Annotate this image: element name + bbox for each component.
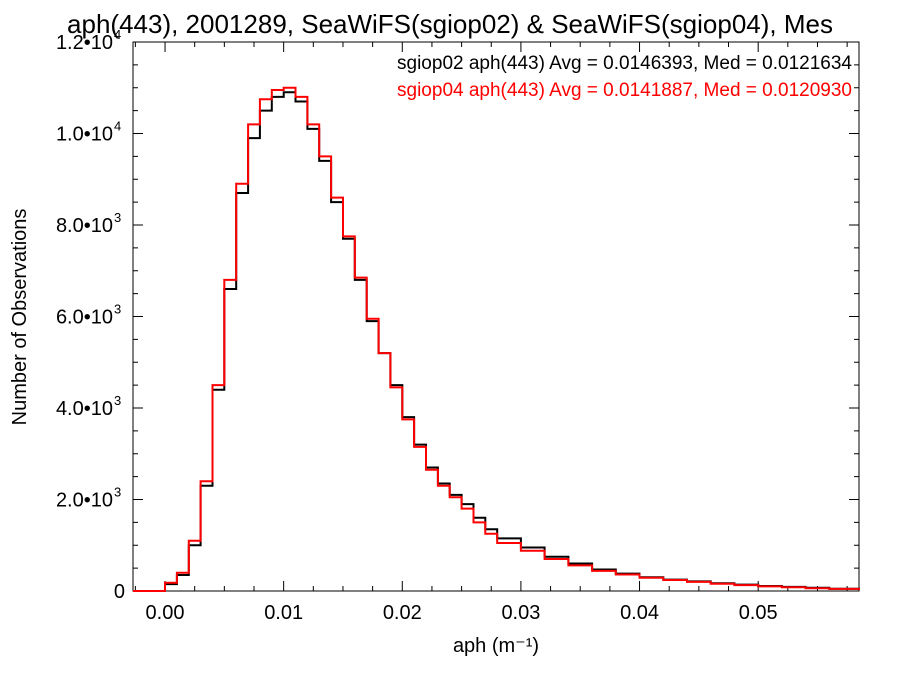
y-tick-label: 6.0•10: [56, 307, 113, 329]
x-tick-label: 0.00: [146, 602, 185, 624]
chart-title: aph(443), 2001289, SeaWiFS(sgiop02) & Se…: [67, 9, 833, 39]
y-axis-label: Number of Observations: [9, 209, 31, 426]
x-tick-label: 0.01: [264, 602, 303, 624]
series-layer: [133, 86, 860, 592]
y-tick-exponent: 3: [114, 302, 121, 317]
y-tick-exponent: 4: [114, 119, 121, 134]
y-tick-label: 0: [114, 581, 125, 603]
y-tick-label: 4.0•10: [56, 398, 113, 420]
annotation-sgiop04: sgiop04 aph(443) Avg = 0.0141887, Med = …: [397, 80, 852, 101]
y-axis-ticks: 02.0•10 34.0•10 36.0•10 38.0•10 31.0•10 41.2•…: [56, 27, 859, 603]
series-line-sgiop02: [133, 91, 860, 592]
y-tick-label: 2.0•10: [56, 490, 113, 512]
series-line-sgiop04: [133, 86, 860, 592]
x-tick-label: 0.02: [383, 602, 422, 624]
y-tick-label: 1.2•10: [56, 32, 113, 54]
x-tick-label: 0.04: [620, 602, 659, 624]
y-tick-label: 1.0•10: [56, 124, 113, 146]
x-axis-ticks: 0.00 0.01 0.02 0.03 0.04 0.05: [134, 42, 848, 624]
x-axis-label: aph (m⁻¹): [453, 635, 539, 657]
plot-frame: [132, 41, 860, 592]
y-tick-exponent: 4: [114, 27, 121, 42]
y-tick-exponent: 3: [114, 485, 121, 500]
annotation-sgiop02: sgiop02 aph(443) Avg = 0.0146393, Med = …: [397, 53, 852, 74]
y-tick-exponent: 3: [114, 210, 121, 225]
y-tick-exponent: 3: [114, 393, 121, 408]
x-tick-label: 0.03: [501, 602, 540, 624]
x-tick-label: 0.05: [739, 602, 778, 624]
y-tick-label: 8.0•10: [56, 215, 113, 237]
